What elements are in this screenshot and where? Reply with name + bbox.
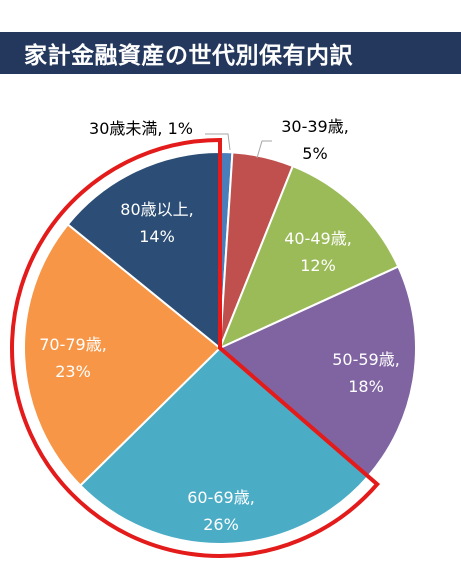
leader-line-30-39 <box>256 140 272 159</box>
pie-slice-70-79 <box>23 223 222 487</box>
data-label-40-49: 40-49歳, 12% <box>284 229 352 275</box>
data-label-70-79: 70-79歳, 23% <box>39 335 107 381</box>
chart-title: 家計金融資産の世代別保有内訳 <box>24 43 353 69</box>
highlight-outline <box>10 137 381 558</box>
data-label-30-under: 30歳未満, 1% <box>89 119 193 138</box>
pie-slice-40-49 <box>218 164 400 350</box>
leader-line-under30 <box>205 133 231 151</box>
data-label-80-plus: 80歳以上, 14% <box>120 200 193 246</box>
pie-slice-60-69 <box>78 346 370 545</box>
data-label-50-59: 50-59歳, 18% <box>332 350 400 396</box>
data-label-60-69: 60-69歳, 26% <box>187 488 255 534</box>
chart-title-bar: 家計金融資産の世代別保有内訳 <box>0 32 461 74</box>
pie-slice-80-plus <box>66 150 221 351</box>
pie-slice-50-59 <box>218 265 417 478</box>
data-label-30-39: 30-39歳, 5% <box>281 117 349 163</box>
